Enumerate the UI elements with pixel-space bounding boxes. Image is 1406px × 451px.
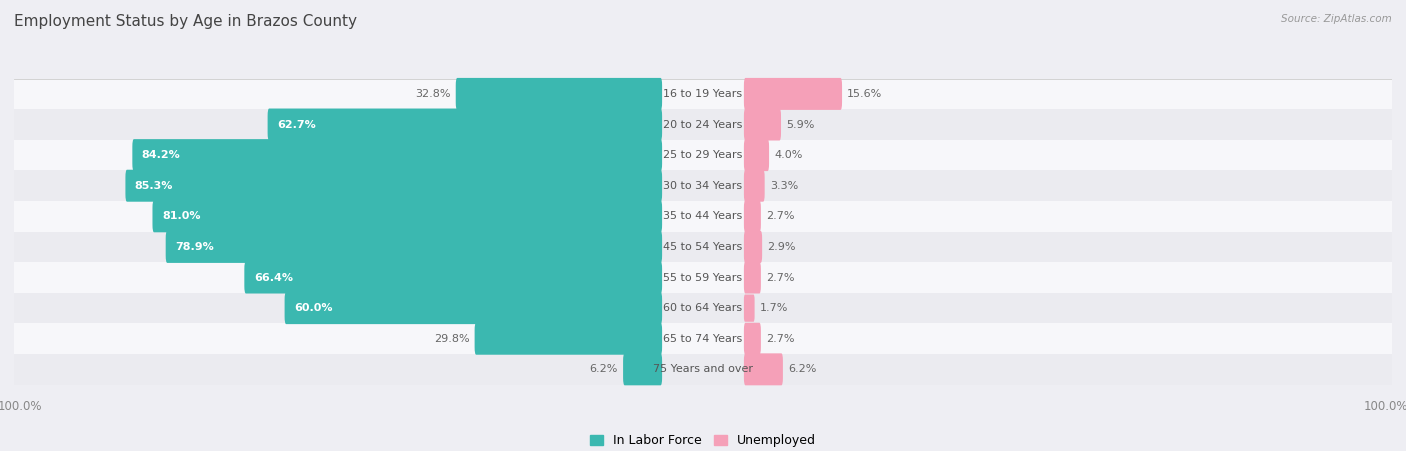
Text: 16 to 19 Years: 16 to 19 Years xyxy=(664,89,742,99)
Bar xyxy=(14,78,1392,109)
Text: 2.7%: 2.7% xyxy=(766,334,794,344)
Legend: In Labor Force, Unemployed: In Labor Force, Unemployed xyxy=(585,429,821,451)
Text: 85.3%: 85.3% xyxy=(135,181,173,191)
FancyBboxPatch shape xyxy=(744,170,765,202)
Text: 35 to 44 Years: 35 to 44 Years xyxy=(664,212,742,221)
Bar xyxy=(14,201,1392,232)
Text: 29.8%: 29.8% xyxy=(434,334,470,344)
FancyBboxPatch shape xyxy=(132,139,662,171)
Bar xyxy=(14,109,1392,140)
Text: 15.6%: 15.6% xyxy=(846,89,883,99)
Text: 2.9%: 2.9% xyxy=(768,242,796,252)
FancyBboxPatch shape xyxy=(284,292,662,324)
FancyBboxPatch shape xyxy=(744,295,755,322)
FancyBboxPatch shape xyxy=(166,231,662,263)
FancyBboxPatch shape xyxy=(744,139,769,171)
Text: 2.7%: 2.7% xyxy=(766,272,794,282)
Bar xyxy=(14,323,1392,354)
Text: 3.3%: 3.3% xyxy=(769,181,799,191)
Bar xyxy=(14,354,1392,385)
FancyBboxPatch shape xyxy=(744,200,761,232)
Text: 25 to 29 Years: 25 to 29 Years xyxy=(664,150,742,160)
FancyBboxPatch shape xyxy=(744,323,761,355)
Text: 6.2%: 6.2% xyxy=(589,364,619,374)
Text: 2.7%: 2.7% xyxy=(766,212,794,221)
FancyBboxPatch shape xyxy=(456,78,662,110)
Text: Source: ZipAtlas.com: Source: ZipAtlas.com xyxy=(1281,14,1392,23)
Text: 1.7%: 1.7% xyxy=(759,303,787,313)
Text: 32.8%: 32.8% xyxy=(415,89,451,99)
Text: 60 to 64 Years: 60 to 64 Years xyxy=(664,303,742,313)
Text: 30 to 34 Years: 30 to 34 Years xyxy=(664,181,742,191)
Bar xyxy=(14,140,1392,170)
Bar xyxy=(14,232,1392,262)
Text: 78.9%: 78.9% xyxy=(176,242,214,252)
Text: 81.0%: 81.0% xyxy=(162,212,201,221)
FancyBboxPatch shape xyxy=(245,262,662,294)
FancyBboxPatch shape xyxy=(623,353,662,385)
Text: 45 to 54 Years: 45 to 54 Years xyxy=(664,242,742,252)
Text: 5.9%: 5.9% xyxy=(786,120,814,129)
FancyBboxPatch shape xyxy=(267,109,662,141)
FancyBboxPatch shape xyxy=(744,78,842,110)
Text: 55 to 59 Years: 55 to 59 Years xyxy=(664,272,742,282)
Text: 84.2%: 84.2% xyxy=(142,150,180,160)
FancyBboxPatch shape xyxy=(744,353,783,385)
Text: 65 to 74 Years: 65 to 74 Years xyxy=(664,334,742,344)
Text: 4.0%: 4.0% xyxy=(775,150,803,160)
FancyBboxPatch shape xyxy=(152,200,662,232)
Text: 75 Years and over: 75 Years and over xyxy=(652,364,754,374)
FancyBboxPatch shape xyxy=(125,170,662,202)
Bar xyxy=(14,262,1392,293)
Text: Employment Status by Age in Brazos County: Employment Status by Age in Brazos Count… xyxy=(14,14,357,28)
Text: 62.7%: 62.7% xyxy=(277,120,316,129)
Text: 60.0%: 60.0% xyxy=(294,303,333,313)
Bar xyxy=(14,170,1392,201)
FancyBboxPatch shape xyxy=(744,262,761,294)
Bar xyxy=(14,293,1392,323)
Text: 20 to 24 Years: 20 to 24 Years xyxy=(664,120,742,129)
FancyBboxPatch shape xyxy=(475,323,662,355)
Text: 6.2%: 6.2% xyxy=(787,364,817,374)
FancyBboxPatch shape xyxy=(744,231,762,263)
Text: 66.4%: 66.4% xyxy=(253,272,292,282)
FancyBboxPatch shape xyxy=(744,109,780,141)
